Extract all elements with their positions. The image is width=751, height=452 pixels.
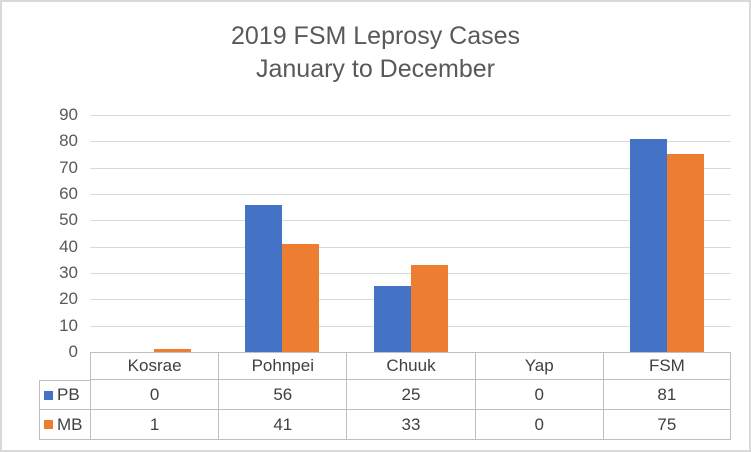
category-axis-row: Kosrae Pohnpei Chuuk Yap FSM [90,352,731,380]
category-label-chuuk: Chuuk [346,352,475,380]
gridline-y-90 [90,115,731,116]
series-name-mb: MB [57,414,83,434]
legend-item-pb: PB [39,380,90,410]
y-tick-label-80: 80 [59,131,78,151]
series-name-pb: PB [57,385,80,404]
pb-series-swatch-icon [44,390,53,400]
mb-value-kosrae: 1 [90,410,219,440]
pb-value-pohnpei: 56 [218,380,347,410]
y-tick-label-90: 90 [59,105,78,124]
bar-mb-pohnpei [282,244,320,352]
plot-area [90,115,731,352]
gridline-y-40 [90,246,731,248]
pb-value-fsm: 81 [602,380,731,410]
y-tick-label-70: 70 [59,157,78,177]
gridline-y-80 [90,141,731,143]
y-tick-label-0: 0 [68,342,78,361]
pb-value-yap: 0 [474,380,603,410]
bar-pb-chuuk [373,286,411,352]
legend-item-mb: MB [39,410,90,440]
mb-value-yap: 0 [474,410,603,440]
mb-series-swatch-icon [44,420,53,429]
gridline-y-70 [90,167,731,169]
chart-title-line-1: 2019 FSM Leprosy Cases [230,22,521,50]
gridline-y-60 [90,194,731,195]
mb-value-pohnpei: 41 [218,410,347,440]
chart-title: 2019 FSM Leprosy Cases January to Decemb… [2,20,749,86]
chart-title-line-2: January to December [255,55,495,83]
y-tick-label-40: 40 [59,236,78,256]
table-row-mb: MB 1 41 33 0 75 [39,410,731,440]
y-axis: 0 10 20 30 40 50 60 70 80 90 [22,105,78,361]
category-label-pohnpei: Pohnpei [218,352,347,380]
bar-pb-pohnpei [245,205,283,352]
category-label-yap: Yap [474,352,603,380]
y-tick-label-30: 30 [59,263,78,282]
bar-mb-kosrae [154,349,192,352]
gridline-y-50 [90,220,731,222]
bar-mb-fsm [666,154,704,352]
y-tick-label-10: 10 [59,315,78,335]
table-row-pb: PB 0 56 25 0 81 [39,380,731,410]
category-label-fsm: FSM [602,352,731,380]
y-tick-label-20: 20 [59,289,78,309]
bar-pb-fsm [629,139,667,352]
mb-value-chuuk: 33 [346,410,475,440]
mb-value-fsm: 75 [602,410,731,440]
pb-value-kosrae: 0 [90,380,219,410]
category-label-kosrae: Kosrae [90,352,219,380]
pb-value-chuuk: 25 [346,380,475,410]
bar-mb-chuuk [410,265,448,352]
y-tick-label-50: 50 [59,210,78,230]
y-tick-label-60: 60 [59,184,78,203]
